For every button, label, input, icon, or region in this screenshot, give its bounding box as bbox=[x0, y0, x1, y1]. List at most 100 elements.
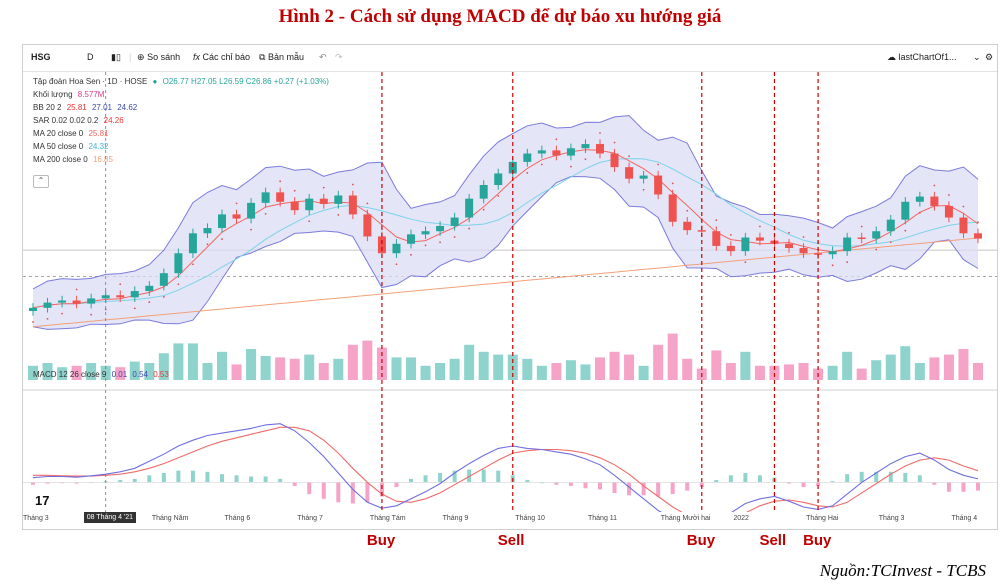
layout-name: lastChartOf1... bbox=[898, 52, 957, 62]
candle-body bbox=[116, 295, 125, 298]
sar-dot bbox=[686, 209, 689, 212]
macd-histogram-bar bbox=[859, 471, 864, 483]
templates-label: Bản mẫu bbox=[267, 52, 304, 62]
sar-dot bbox=[46, 317, 49, 320]
macd-histogram-bar bbox=[423, 475, 428, 483]
chart-toolbar: HSG D ▮▯ | ⊕ So sánh fx Các chỉ báo ⧉ Bả… bbox=[23, 45, 997, 72]
sar-dot bbox=[148, 301, 151, 303]
candle-body bbox=[552, 150, 561, 156]
layout-button[interactable]: ☁ lastChartOf1... bbox=[887, 52, 957, 63]
macd-histogram-bar bbox=[249, 476, 254, 483]
volume-bar bbox=[173, 343, 184, 380]
volume-bar bbox=[609, 351, 620, 380]
layout-dropdown-icon[interactable]: ⌄ bbox=[973, 52, 981, 62]
volume-bar bbox=[42, 363, 53, 380]
volume-bar bbox=[711, 350, 722, 380]
sar-dot bbox=[322, 186, 325, 189]
macd-histogram-bar bbox=[670, 482, 675, 495]
sar-dot bbox=[453, 236, 456, 238]
candle-style-icon[interactable]: ▮▯ bbox=[111, 52, 121, 62]
cloud-icon: ☁ bbox=[887, 52, 896, 62]
sar-dot bbox=[264, 212, 267, 215]
macd-histogram-bar bbox=[728, 475, 733, 483]
compare-button[interactable]: ⊕ So sánh bbox=[137, 52, 180, 63]
candle-body bbox=[886, 219, 895, 232]
bb-value-3: 24.62 bbox=[117, 103, 138, 112]
macd-histogram-bar bbox=[132, 478, 137, 483]
macd-histogram-bar bbox=[612, 482, 617, 493]
bollinger-upper-line bbox=[32, 115, 979, 290]
collapse-legend-button[interactable]: ⌃ bbox=[33, 175, 49, 188]
candle-body bbox=[581, 144, 590, 149]
volume-bar bbox=[856, 368, 867, 380]
candle-body bbox=[348, 195, 357, 215]
macd-histogram-bar bbox=[278, 478, 283, 483]
redo-icon[interactable]: ↷ bbox=[335, 52, 343, 62]
sar-dot bbox=[468, 227, 471, 230]
volume-bar bbox=[333, 358, 344, 380]
sar-dot bbox=[570, 165, 572, 168]
candle-body bbox=[508, 161, 517, 174]
signal-label-buy: Buy bbox=[803, 532, 832, 549]
candle-body bbox=[828, 251, 837, 255]
macd-histogram-bar bbox=[641, 482, 646, 496]
macd-histogram-bar bbox=[830, 481, 835, 483]
volume-bar bbox=[900, 346, 911, 380]
symbol-button[interactable]: HSG bbox=[31, 52, 51, 62]
bollinger-lower-line bbox=[32, 175, 979, 330]
volume-bar bbox=[827, 365, 838, 380]
undo-icon[interactable]: ↶ bbox=[319, 52, 327, 62]
signal-label-buy: Buy bbox=[686, 532, 716, 549]
settings-icon[interactable]: ⚙ bbox=[985, 52, 994, 62]
candle-body bbox=[901, 201, 910, 220]
tradingview-logo: 17 bbox=[35, 493, 50, 508]
volume-bar bbox=[391, 357, 402, 380]
sar-dot bbox=[889, 241, 892, 244]
volume-bar bbox=[275, 357, 286, 380]
bb-legend: BB 20 2 25.81 27.01 24.62 bbox=[33, 103, 140, 112]
macd-histogram-bar bbox=[627, 482, 632, 496]
volume-bar bbox=[406, 357, 416, 380]
volume-legend: Khối lượng 8.577M bbox=[33, 90, 107, 99]
crosshair-date-label: 08 Tháng 4 '21 bbox=[83, 512, 137, 523]
time-axis-tick: Tháng Tám bbox=[369, 515, 406, 522]
macd-histogram-bar bbox=[888, 471, 893, 483]
sar-dot bbox=[381, 224, 383, 227]
candle-body bbox=[974, 233, 982, 239]
templates-button[interactable]: ⧉ Bản mẫu bbox=[259, 52, 304, 63]
signal-line bbox=[33, 426, 979, 512]
candle-body bbox=[915, 196, 924, 202]
indicators-button[interactable]: fx Các chỉ báo bbox=[193, 52, 250, 62]
sar-dot bbox=[933, 184, 936, 187]
sar-dot bbox=[192, 263, 194, 266]
sar-dot bbox=[162, 295, 165, 298]
sar-dot bbox=[221, 238, 223, 240]
sar-dot bbox=[206, 243, 209, 246]
candle-body bbox=[479, 185, 488, 199]
sar-dot bbox=[846, 261, 849, 264]
candle-body bbox=[944, 206, 953, 218]
sar-dot bbox=[744, 261, 747, 264]
macd-histogram-bar bbox=[917, 475, 922, 483]
volume-bar bbox=[871, 360, 882, 380]
candle-body bbox=[959, 217, 968, 234]
candle-body bbox=[87, 298, 96, 304]
sar-dot bbox=[337, 214, 340, 216]
volume-bar bbox=[217, 351, 227, 380]
candle-body bbox=[334, 195, 343, 204]
macd-histogram-bar bbox=[685, 482, 690, 491]
macd-histogram-bar bbox=[816, 482, 821, 486]
candle-body bbox=[319, 198, 328, 204]
volume-bar bbox=[885, 354, 896, 380]
candle-body bbox=[276, 192, 285, 202]
volume-bar bbox=[347, 344, 358, 380]
interval-button[interactable]: D bbox=[87, 52, 94, 62]
sar-dot bbox=[133, 307, 136, 310]
macd-histogram-bar bbox=[234, 475, 239, 483]
figure-title: Hình 2 - Cách sử dụng MACD để dự báo xu … bbox=[278, 6, 722, 27]
sar-dot bbox=[293, 189, 296, 192]
macd-histogram-bar bbox=[525, 480, 530, 483]
chart-frame: HSG D ▮▯ | ⊕ So sánh fx Các chỉ báo ⧉ Bả… bbox=[22, 44, 998, 530]
sar-dot bbox=[642, 188, 645, 191]
macd-histogram-bar bbox=[481, 469, 486, 483]
